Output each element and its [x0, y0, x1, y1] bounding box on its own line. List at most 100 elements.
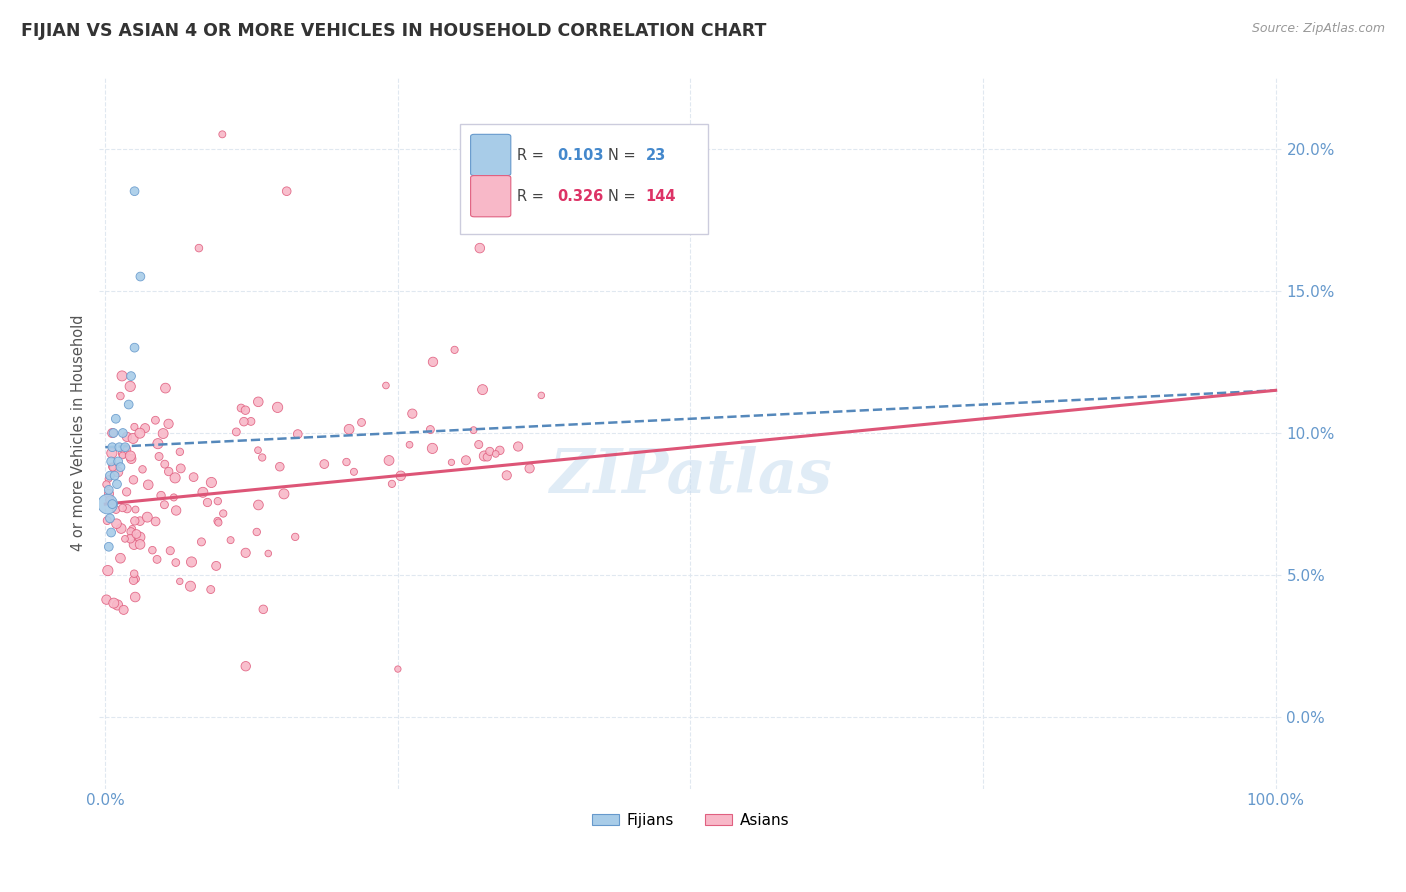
Point [101, 440, 124, 454]
Point [287, 427, 309, 442]
Point [250, 450, 273, 465]
Point [131, 462, 153, 476]
Point [387, 662, 409, 676]
Point [472, 449, 495, 463]
Point [112, 603, 135, 617]
Point [103, 425, 125, 440]
Point [108, 440, 131, 454]
Point [107, 454, 129, 468]
Point [120, 524, 142, 539]
Point [124, 590, 146, 604]
Point [101, 446, 124, 460]
Point [335, 455, 357, 469]
Point [398, 438, 420, 452]
Point [219, 533, 242, 548]
Text: 144: 144 [645, 189, 676, 204]
Point [110, 551, 132, 566]
Point [104, 460, 127, 475]
Point [471, 383, 494, 397]
Point [107, 598, 129, 612]
Text: R =: R = [517, 148, 548, 163]
Point [103, 596, 125, 610]
Point [134, 421, 156, 435]
Point [97, 497, 120, 511]
Point [153, 498, 176, 512]
Point [97, 564, 120, 578]
Point [104, 468, 127, 483]
Point [212, 507, 235, 521]
Point [519, 461, 541, 475]
Point [165, 471, 187, 485]
Point [440, 455, 463, 469]
FancyBboxPatch shape [471, 135, 510, 176]
Point [150, 489, 173, 503]
Legend: Fijians, Asians: Fijians, Asians [585, 807, 796, 834]
Point [207, 494, 229, 508]
Point [401, 407, 423, 421]
Point [136, 510, 159, 524]
Point [136, 477, 159, 491]
Point [200, 475, 222, 490]
Point [422, 442, 444, 456]
Point [129, 514, 152, 528]
Point [114, 532, 136, 546]
Point [276, 184, 298, 198]
Point [120, 379, 142, 393]
Point [374, 378, 396, 392]
Point [111, 446, 134, 460]
Point [157, 465, 180, 479]
Point [115, 501, 138, 516]
Point [98, 493, 121, 508]
Point [114, 440, 136, 454]
Point [232, 415, 254, 429]
Text: ZIPatlas: ZIPatlas [550, 446, 832, 506]
Point [252, 602, 274, 616]
Point [101, 425, 124, 440]
Point [124, 184, 146, 198]
Point [120, 369, 142, 384]
Point [97, 540, 120, 554]
Point [485, 447, 508, 461]
Text: FIJIAN VS ASIAN 4 OR MORE VEHICLES IN HOUSEHOLD CORRELATION CHART: FIJIAN VS ASIAN 4 OR MORE VEHICLES IN HO… [21, 22, 766, 40]
Point [111, 500, 134, 515]
Point [98, 511, 121, 525]
Point [257, 547, 280, 561]
Point [153, 457, 176, 471]
Point [124, 341, 146, 355]
Point [96, 477, 118, 491]
Point [159, 543, 181, 558]
Point [110, 460, 132, 475]
Point [98, 468, 121, 483]
Point [100, 525, 122, 540]
Point [419, 423, 441, 437]
Text: R =: R = [517, 189, 548, 204]
Point [337, 422, 360, 436]
Point [96, 514, 118, 528]
Point [422, 355, 444, 369]
Point [165, 556, 187, 570]
Point [115, 484, 138, 499]
Point [468, 241, 491, 255]
Point [155, 381, 177, 395]
Point [235, 403, 257, 417]
Point [211, 128, 233, 142]
Point [97, 472, 120, 486]
Point [122, 574, 145, 588]
Point [120, 449, 142, 463]
Point [129, 269, 152, 284]
Point [495, 468, 517, 483]
Point [104, 411, 127, 425]
Point [145, 413, 167, 427]
Point [115, 430, 138, 444]
Point [111, 425, 134, 440]
Text: 0.103: 0.103 [557, 148, 603, 163]
Point [145, 515, 167, 529]
Point [129, 530, 152, 544]
Point [200, 582, 222, 597]
Point [207, 514, 229, 528]
Point [128, 426, 150, 441]
Point [205, 558, 228, 573]
Point [96, 592, 118, 607]
Text: 23: 23 [645, 148, 666, 163]
Point [105, 516, 128, 531]
